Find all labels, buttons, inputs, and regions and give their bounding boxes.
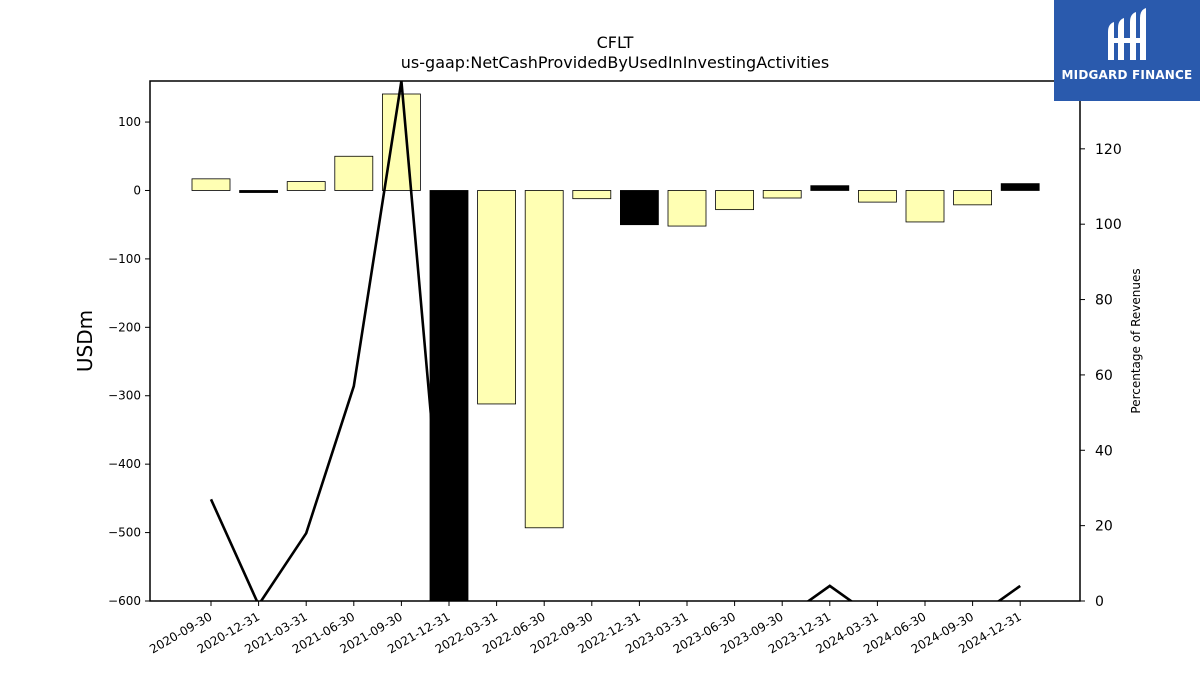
y-tick-label: −400 [108, 457, 141, 471]
bar-2022-03-31 [477, 190, 517, 405]
y2-tick-label: 40 [1095, 443, 1113, 459]
y-tick-label: 0 [133, 183, 141, 197]
y-tick-label: −600 [108, 594, 141, 608]
y2-tick-label: 60 [1095, 368, 1113, 384]
bar-2021-12-31 [429, 190, 469, 601]
logo-mark-icon [1108, 8, 1146, 60]
bar-2021-06-30 [334, 155, 374, 191]
bar-2022-09-30 [572, 190, 612, 200]
bar-2020-09-30 [191, 178, 231, 191]
y2-tick-label: 120 [1095, 142, 1122, 158]
y-tick-label: −200 [108, 320, 141, 334]
y-axis: 100 0 −100 −200 −300 −400 −500 −600 [108, 115, 150, 608]
bar-2020-12-31 [239, 190, 279, 193]
logo-text: MIDGARD FINANCE [1061, 68, 1193, 82]
midgard-finance-logo: MIDGARD FINANCE [1054, 0, 1200, 101]
bar-2024-06-30 [905, 190, 945, 223]
y-tick-label: −500 [108, 526, 141, 540]
chart-title: CFLT [597, 33, 634, 52]
bar-2023-06-30 [715, 190, 754, 211]
bar-2023-09-30 [762, 190, 802, 199]
y2-axis-label: Percentage of Revenues [1129, 268, 1143, 413]
y2-axis: 120 100 80 60 40 20 0 [1080, 142, 1122, 610]
bar-2024-09-30 [953, 190, 992, 206]
y-tick-label: −300 [108, 389, 141, 403]
bar-2021-09-30 [381, 93, 421, 191]
bar-2023-03-31 [667, 190, 707, 227]
percentage-line [209, 81, 1021, 601]
y2-tick-label: 20 [1095, 519, 1113, 535]
line-layer [209, 81, 1021, 601]
bar-2021-03-31 [286, 181, 326, 191]
y2-tick-label: 0 [1095, 594, 1104, 610]
y2-tick-label: 80 [1095, 293, 1113, 309]
chart-subtitle: us-gaap:NetCashProvidedByUsedInInvesting… [401, 53, 829, 72]
x-axis: 2020-09-302020-12-312021-03-312021-06-30… [147, 601, 1024, 656]
plot-frame [149, 80, 1081, 602]
y-axis-label: USDm [73, 310, 97, 372]
bar-2024-03-31 [858, 190, 897, 203]
bar-2022-06-30 [524, 190, 564, 529]
y-tick-label: −100 [108, 252, 141, 266]
y-tick-label: 100 [118, 115, 141, 129]
bar-2024-12-31 [1000, 183, 1040, 191]
bars [191, 93, 1040, 601]
y2-tick-label: 100 [1095, 217, 1122, 233]
bar-2022-12-31 [620, 190, 659, 226]
bar-2023-12-31 [810, 185, 850, 191]
